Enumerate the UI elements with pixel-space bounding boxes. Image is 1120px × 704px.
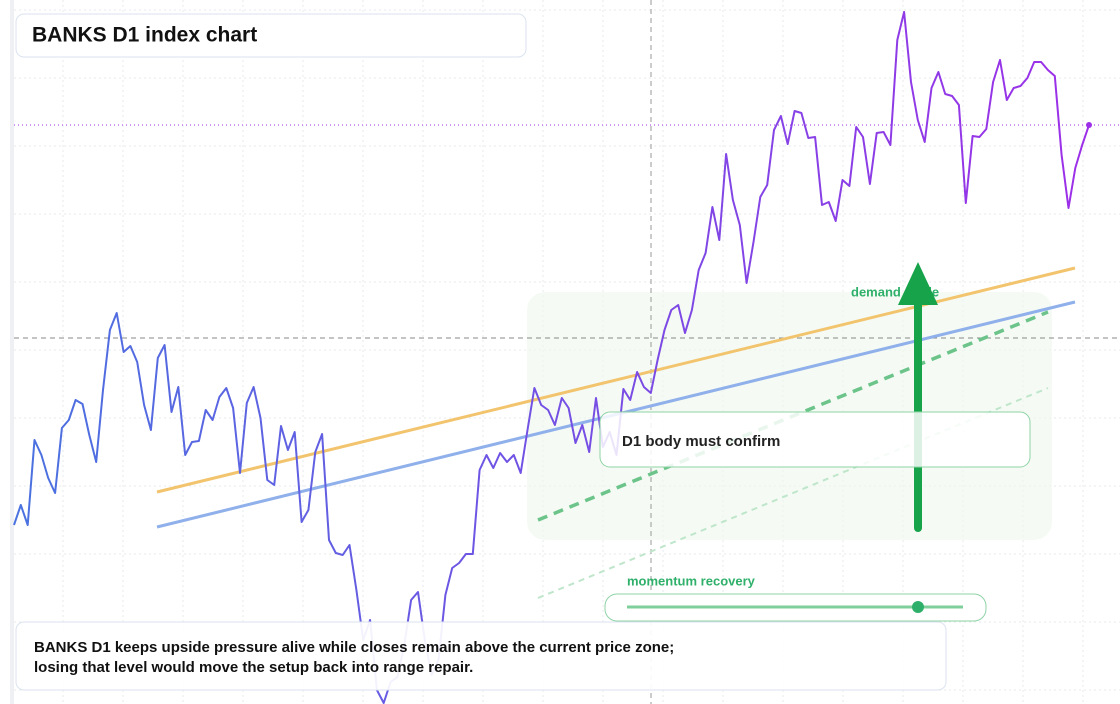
arrow-head	[898, 262, 938, 305]
callout	[599, 411, 1031, 468]
price-line	[13, 11, 1090, 704]
chart-title: BANKS D1 index chart	[32, 24, 257, 47]
left-edge	[10, 0, 14, 704]
channel-line	[537, 387, 1049, 599]
caption-box	[15, 621, 947, 691]
annotation: D1 body must confirm	[622, 433, 780, 450]
title-box	[15, 13, 527, 58]
last-point	[1086, 122, 1092, 128]
caption: BANKS D1 keeps upside pressure alive whi…	[34, 639, 674, 656]
plot	[13, 11, 1092, 704]
slider-knob	[912, 601, 924, 613]
annotation: momentum recovery	[627, 573, 756, 588]
caption: losing that level would move the setup b…	[34, 659, 473, 676]
